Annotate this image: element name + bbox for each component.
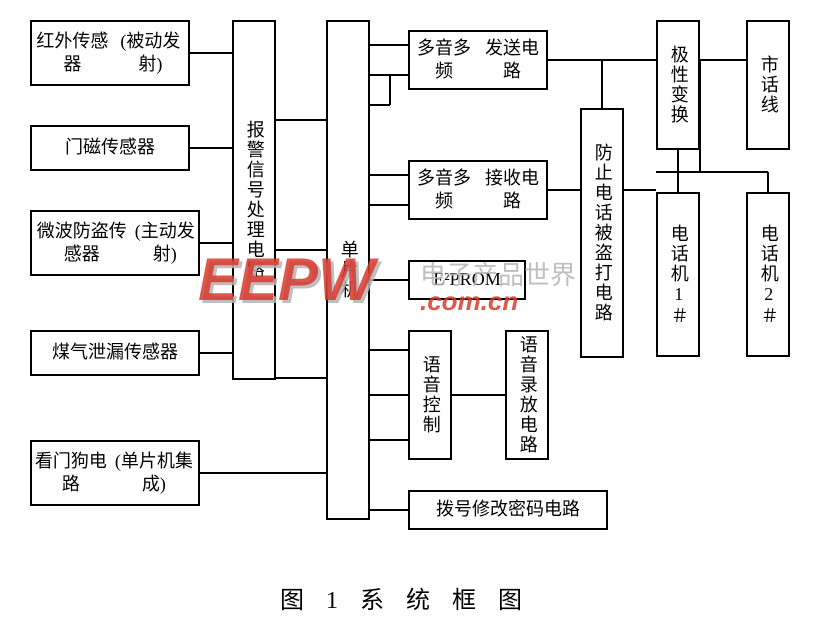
block-eeprom: E²PROM [408, 260, 526, 300]
block-dial_pwd: 拨号修改密码电路 [408, 490, 608, 530]
block-watchdog: 看门狗电路(单片机集成) [30, 440, 200, 506]
block-voice_ctrl: 语音控制 [408, 330, 452, 460]
block-city_line: 市话线 [746, 20, 790, 150]
block-anti_theft: 防止电话被盗打电路 [580, 108, 624, 358]
block-gas_sensor: 煤气泄漏传感器 [30, 330, 200, 376]
figure-caption: 图 1 系 统 框 图 [280, 580, 530, 615]
block-ir_sensor: 红外传感器(被动发射) [30, 20, 190, 86]
block-alarm_proc: 报警信号处理电路 [232, 20, 276, 380]
block-phone1: 电话机1＃ [656, 192, 700, 357]
block-voice_rec: 语音录放电路 [505, 330, 549, 460]
block-mcu: 单片机 [326, 20, 370, 520]
block-dtmf_rx: 多音多频接收电路 [408, 160, 548, 220]
block-dtmf_tx: 多音多频发送电路 [408, 30, 548, 90]
block-door_sensor: 门磁传感器 [30, 125, 190, 171]
block-phone2: 电话机2＃ [746, 192, 790, 357]
block-polarity: 极性变换 [656, 20, 700, 150]
block-microwave_sensor: 微波防盗传感器(主动发射) [30, 210, 200, 276]
